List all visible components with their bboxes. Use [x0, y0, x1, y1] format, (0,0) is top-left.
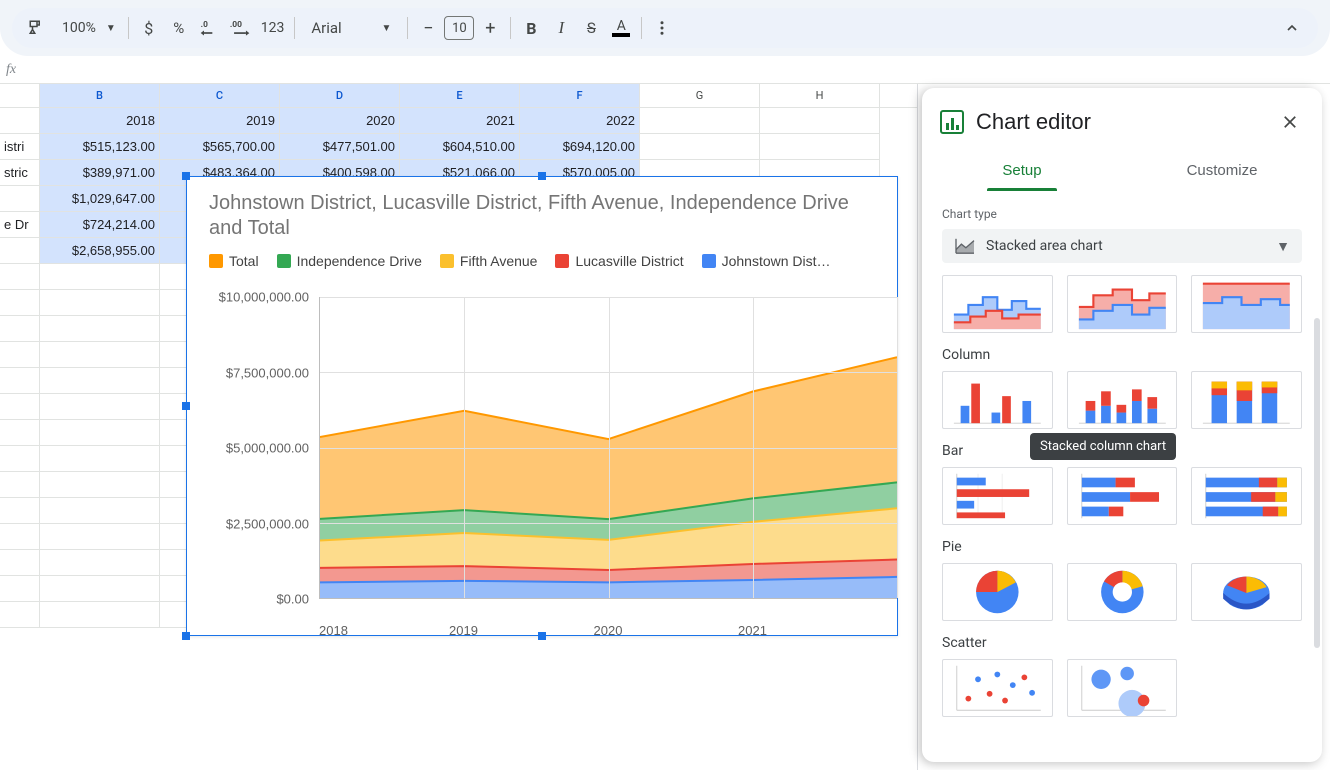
chart-type-thumb-column[interactable]: [942, 371, 1053, 429]
section-column: Column: [942, 347, 1302, 363]
chart-type-thumb-stacked-bar[interactable]: [1067, 467, 1178, 525]
main-area: BCDEFGH 20182019202020212022istri$515,12…: [0, 84, 1330, 770]
formula-bar[interactable]: fx: [0, 56, 1330, 84]
area-chart-icon: [954, 237, 976, 255]
column-header[interactable]: C: [160, 84, 280, 107]
currency-button[interactable]: $: [135, 14, 163, 42]
tab-setup[interactable]: Setup: [922, 150, 1122, 191]
caret-down-icon: ▼: [1276, 238, 1290, 255]
font-name: Arial: [311, 19, 341, 37]
decrease-decimal-button[interactable]: .0: [195, 14, 223, 42]
column-header[interactable]: B: [40, 84, 160, 107]
chart-type-thumb-bar[interactable]: [942, 467, 1053, 525]
column-header[interactable]: E: [400, 84, 520, 107]
chart-type-group-scatter: [942, 659, 1302, 717]
embedded-chart[interactable]: Johnstown District, Lucasville District,…: [186, 176, 898, 636]
chart-type-thumb-stacked-stepped[interactable]: [1067, 275, 1178, 333]
column-header[interactable]: D: [280, 84, 400, 107]
chart-icon: [940, 110, 964, 134]
legend-item: Fifth Avenue: [440, 253, 538, 269]
chart-resize-handle[interactable]: [538, 172, 546, 180]
chart-resize-handle[interactable]: [182, 402, 190, 410]
caret-down-icon: ▼: [106, 23, 116, 34]
chart-type-thumb-stacked-column[interactable]: [1067, 371, 1178, 429]
chart-type-thumb-pie[interactable]: [942, 563, 1053, 621]
text-color-button[interactable]: A: [607, 14, 635, 42]
chart-type-thumb-100-column[interactable]: [1191, 371, 1302, 429]
chart-editor-panel: Chart editor Setup Customize Chart type …: [922, 88, 1322, 762]
chart-type-thumb-donut[interactable]: [1067, 563, 1178, 621]
toolbar-container: 100% ▼ $ % .0 .00 123 Arial ▼ − 10 + B I…: [0, 0, 1330, 56]
chart-resize-handle[interactable]: [182, 172, 190, 180]
chart-title: Johnstown District, Lucasville District,…: [187, 177, 897, 247]
chart-type-thumb-100-bar[interactable]: [1191, 467, 1302, 525]
chart-type-thumb-3d-pie[interactable]: [1191, 563, 1302, 621]
chart-type-group-column: Stacked column chart: [942, 371, 1302, 429]
panel-tabs: Setup Customize: [922, 150, 1322, 191]
chart-type-label: Chart type: [942, 207, 1302, 221]
close-button[interactable]: [1274, 106, 1306, 138]
increase-decimal-button[interactable]: .00: [225, 14, 255, 42]
decrease-font-size-button[interactable]: −: [414, 14, 442, 42]
column-header[interactable]: F: [520, 84, 640, 107]
chart-resize-handle[interactable]: [538, 632, 546, 640]
chart-type-group-pie: [942, 563, 1302, 621]
panel-title: Chart editor: [976, 109, 1091, 135]
panel-body: Chart type Stacked area chart ▼: [922, 191, 1322, 762]
collapse-toolbar-button[interactable]: [1274, 10, 1310, 46]
zoom-select[interactable]: 100% ▼: [50, 14, 122, 42]
more-formats-button[interactable]: 123: [257, 14, 289, 42]
paint-format-button[interactable]: [20, 14, 48, 42]
chart-type-thumb-bubble[interactable]: [1067, 659, 1178, 717]
legend-item: Independence Drive: [277, 253, 422, 269]
chart-resize-handle[interactable]: [182, 632, 190, 640]
zoom-value: 100%: [56, 20, 102, 36]
toolbar: 100% ▼ $ % .0 .00 123 Arial ▼ − 10 + B I…: [12, 8, 1318, 48]
section-pie: Pie: [942, 539, 1302, 555]
spreadsheet-grid[interactable]: BCDEFGH 20182019202020212022istri$515,12…: [0, 84, 918, 770]
font-family-select[interactable]: Arial ▼: [301, 14, 401, 42]
chart-type-thumb-scatter[interactable]: [942, 659, 1053, 717]
font-size-input[interactable]: 10: [444, 16, 474, 40]
column-header[interactable]: H: [760, 84, 880, 107]
bold-button[interactable]: B: [517, 14, 545, 42]
legend-item: Total: [209, 253, 259, 269]
svg-text:.0: .0: [200, 20, 207, 30]
panel-scrollbar[interactable]: [1314, 318, 1320, 648]
legend-item: Johnstown Dist…: [702, 253, 831, 269]
chart-type-group-area: [942, 275, 1302, 333]
fx-label: fx: [6, 62, 16, 78]
chart-plot-area: [319, 297, 897, 599]
chart-y-axis: $0.00$2,500,000.00$5,000,000.00$7,500,00…: [205, 297, 315, 599]
chart-type-value: Stacked area chart: [986, 238, 1103, 254]
caret-down-icon: ▼: [381, 23, 391, 34]
chart-type-thumb-100-stepped[interactable]: [1191, 275, 1302, 333]
panel-header: Chart editor: [922, 88, 1322, 150]
strikethrough-button[interactable]: S: [577, 14, 605, 42]
chart-type-thumb-stepped-area[interactable]: [942, 275, 1053, 333]
section-scatter: Scatter: [942, 635, 1302, 651]
percent-button[interactable]: %: [165, 14, 193, 42]
tooltip-stacked-column: Stacked column chart: [1030, 433, 1176, 460]
chart-type-select[interactable]: Stacked area chart ▼: [942, 229, 1302, 263]
legend-item: Lucasville District: [555, 253, 683, 269]
chart-type-group-bar: [942, 467, 1302, 525]
increase-font-size-button[interactable]: +: [476, 14, 504, 42]
chart-legend: Total Independence Drive Fifth Avenue Lucas…: [187, 247, 897, 275]
svg-text:.00: .00: [230, 20, 242, 30]
column-header[interactable]: G: [640, 84, 760, 107]
italic-button[interactable]: I: [547, 14, 575, 42]
more-button[interactable]: [648, 14, 676, 42]
column-headers: BCDEFGH: [0, 84, 917, 108]
tab-customize[interactable]: Customize: [1122, 150, 1322, 191]
